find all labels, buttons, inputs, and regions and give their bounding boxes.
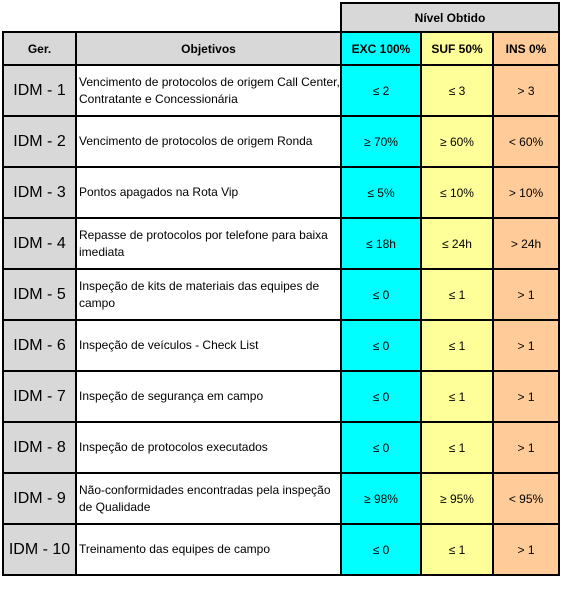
exc-value-cell: ≤ 0 [340,268,422,321]
exc-column-header: EXC 100% [340,31,422,66]
objetivo-cell: Repasse de protocolos por telefone para … [75,217,342,270]
table-row: IDM - 4 Repasse de protocolos por telefon… [2,217,560,270]
ins-value-cell: > 1 [492,319,560,372]
idm-id-cell: IDM - 4 [2,217,77,270]
ins-value-cell: > 1 [492,370,560,423]
exc-value-cell: ≤ 2 [340,64,422,117]
ger-column-header: Ger. [2,31,77,66]
exc-value-cell: ≤ 0 [340,319,422,372]
objetivo-cell: Vencimento de protocolos de origem Call … [75,64,342,117]
objetivo-cell: Pontos apagados na Rota Vip [75,166,342,219]
idm-id-cell: IDM - 6 [2,319,77,372]
exc-value-cell: ≤ 0 [340,370,422,423]
suf-value-cell: ≤ 1 [420,523,494,576]
objetivo-cell: Não-conformidades encontradas pela inspe… [75,472,342,525]
nivel-obtido-header: Nível Obtido [340,2,560,33]
suf-column-header: SUF 50% [420,31,494,66]
ins-value-cell: > 1 [492,523,560,576]
table-row: IDM - 7 Inspeção de segurança em campo ≤ 0… [2,370,560,423]
header-row: Ger. Objetivos EXC 100% SUF 50% INS 0% [2,31,560,66]
idm-id-cell: IDM - 8 [2,421,77,474]
suf-value-cell: ≤ 24h [420,217,494,270]
table-row: IDM - 8 Inspeção de protocolos executados… [2,421,560,474]
suf-value-cell: ≥ 95% [420,472,494,525]
objetivo-cell: Inspeção de protocolos executados [75,421,342,474]
objetivo-cell: Treinamento das equipes de campo [75,523,342,576]
exc-value-cell: ≥ 70% [340,115,422,168]
objetivo-cell: Inspeção de veículos - Check List [75,319,342,372]
objetivo-cell: Vencimento de protocolos de origem Ronda [75,115,342,168]
table-row: IDM - 9 Não-conformidades encontradas pel… [2,472,560,525]
table-body: Nível Obtido Ger. Objetivos EXC 100% SUF… [2,2,560,576]
ins-value-cell: > 24h [492,217,560,270]
table-row: IDM - 3 Pontos apagados na Rota Vip ≤ 5% ≤ … [2,166,560,219]
suf-value-cell: ≤ 1 [420,268,494,321]
idm-id-cell: IDM - 1 [2,64,77,117]
idm-targets-table: Nível Obtido Ger. Objetivos EXC 100% SUF… [2,2,560,576]
idm-id-cell: IDM - 2 [2,115,77,168]
header-row-top: Nível Obtido [3,2,560,33]
idm-id-cell: IDM - 10 [2,523,77,576]
exc-value-cell: ≥ 98% [340,472,422,525]
table-row: IDM - 5 Inspeção de kits de materiais das… [2,268,560,321]
ins-value-cell: > 10% [492,166,560,219]
objetivo-cell: Inspeção de segurança em campo [75,370,342,423]
table-row: IDM - 10 Treinamento das equipes de campo… [2,523,560,576]
ins-value-cell: < 60% [492,115,560,168]
table-row: IDM - 1 Vencimento de protocolos de orige… [2,64,560,117]
idm-id-cell: IDM - 3 [2,166,77,219]
idm-id-cell: IDM - 5 [2,268,77,321]
objetivo-cell: Inspeção de kits de materiais das equipe… [75,268,342,321]
ins-value-cell: > 1 [492,421,560,474]
suf-value-cell: ≤ 1 [420,319,494,372]
table-row: IDM - 6 Inspeção de veículos - Check List… [2,319,560,372]
exc-value-cell: ≤ 5% [340,166,422,219]
exc-value-cell: ≤ 0 [340,421,422,474]
suf-value-cell: ≥ 60% [420,115,494,168]
table-row: IDM - 2 Vencimento de protocolos de orige… [2,115,560,168]
ins-value-cell: > 3 [492,64,560,117]
blank-cell [76,3,341,32]
exc-value-cell: ≤ 18h [340,217,422,270]
suf-value-cell: ≤ 1 [420,370,494,423]
idm-id-cell: IDM - 9 [2,472,77,525]
exc-value-cell: ≤ 0 [340,523,422,576]
suf-value-cell: ≤ 10% [420,166,494,219]
ins-value-cell: < 95% [492,472,560,525]
ins-column-header: INS 0% [492,31,560,66]
ins-value-cell: > 1 [492,268,560,321]
objetivos-column-header: Objetivos [75,31,342,66]
suf-value-cell: ≤ 1 [420,421,494,474]
blank-cell [3,3,76,32]
suf-value-cell: ≤ 3 [420,64,494,117]
idm-id-cell: IDM - 7 [2,370,77,423]
